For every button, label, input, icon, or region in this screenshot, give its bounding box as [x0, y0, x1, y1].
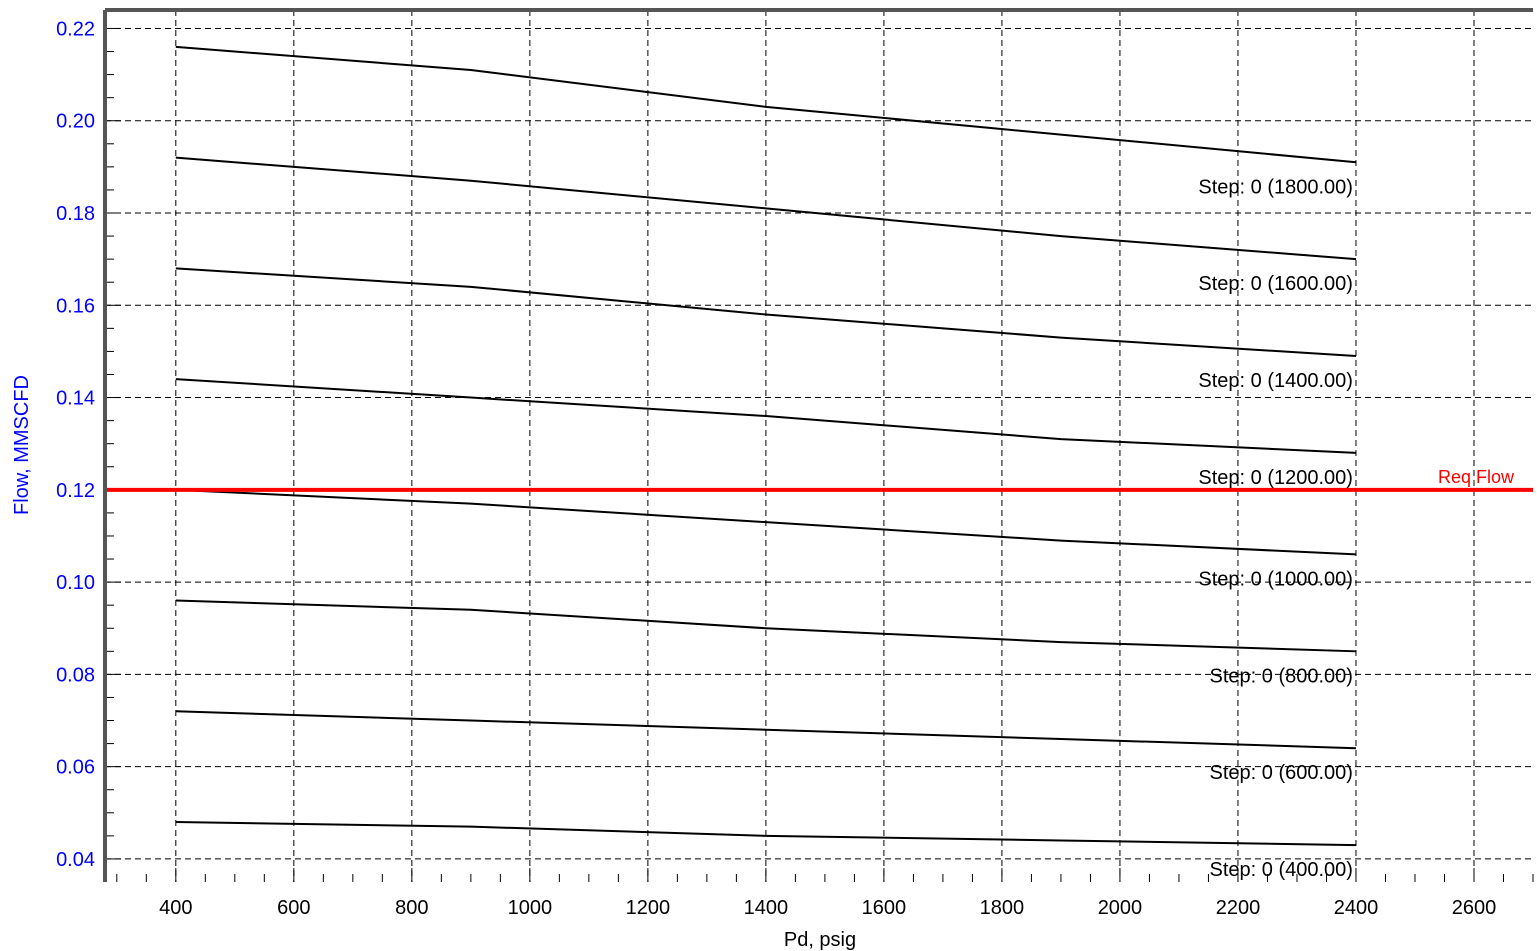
- grid-layer: [105, 10, 1533, 882]
- x-tick-label: 2000: [1098, 897, 1143, 919]
- x-tick-label: 2200: [1216, 897, 1261, 919]
- axis-layer: Pd, psig Flow, MMSCFD: [11, 375, 856, 951]
- y-tick-label: 0.04: [56, 849, 95, 871]
- series-line: [175, 710, 1357, 750]
- y-tick-label: 0.16: [56, 295, 95, 317]
- req-flow-label: Req Flow: [1438, 467, 1515, 487]
- plot-frame: [103, 8, 1533, 882]
- x-tick-label: 800: [395, 897, 428, 919]
- series-label: Step: 0 (1800.00): [1198, 176, 1353, 198]
- series-line: [175, 156, 1357, 261]
- y-tick-label: 0.22: [56, 18, 95, 40]
- series-line: [175, 599, 1357, 653]
- y-tick-label: 0.20: [56, 111, 95, 133]
- x-tick-label: 1000: [508, 897, 553, 919]
- series-label: Step: 0 (1400.00): [1198, 370, 1353, 392]
- series-line: [175, 378, 1357, 454]
- series-line: [175, 45, 1357, 164]
- x-tick-label: 1200: [626, 897, 671, 919]
- y-tick-label: 0.10: [56, 572, 95, 594]
- reference-layer: Req Flow: [105, 467, 1533, 492]
- series-label: Step: 0 (600.00): [1210, 762, 1353, 784]
- y-tick-label: 0.08: [56, 664, 95, 686]
- ticks-layer: 400 600 800 1000 1200 1400 1600 1800 2000 2200 240…: [56, 18, 1534, 919]
- series-line: [175, 488, 1357, 556]
- series-line: [175, 267, 1357, 358]
- x-tick-label: 400: [159, 897, 192, 919]
- y-tick-label: 0.06: [56, 757, 95, 779]
- y-tick-label: 0.18: [56, 203, 95, 225]
- y-tick-label: 0.14: [56, 388, 95, 410]
- series-label: Step: 0 (1000.00): [1198, 568, 1353, 590]
- y-tick-label: 0.12: [56, 480, 95, 502]
- series-label: Step: 0 (1600.00): [1198, 273, 1353, 295]
- series-label: Step: 0 (800.00): [1210, 665, 1353, 687]
- x-tick-label: 2400: [1334, 897, 1379, 919]
- x-axis-title: Pd, psig: [784, 929, 856, 951]
- labels-layer: Step: 0 (1800.00) Step: 0 (1600.00) Step: …: [1198, 176, 1353, 881]
- x-tick-label: 1400: [744, 897, 789, 919]
- x-tick-label: 1600: [862, 897, 907, 919]
- x-tick-label: 2600: [1452, 897, 1497, 919]
- x-tick-label: 600: [277, 897, 310, 919]
- series-label: Step: 0 (400.00): [1210, 859, 1353, 881]
- x-tick-label: 1800: [980, 897, 1025, 919]
- y-axis-title: Flow, MMSCFD: [11, 375, 33, 515]
- series-label: Step: 0 (1200.00): [1198, 467, 1353, 489]
- series-line: [175, 821, 1356, 847]
- series-layer: [175, 45, 1357, 847]
